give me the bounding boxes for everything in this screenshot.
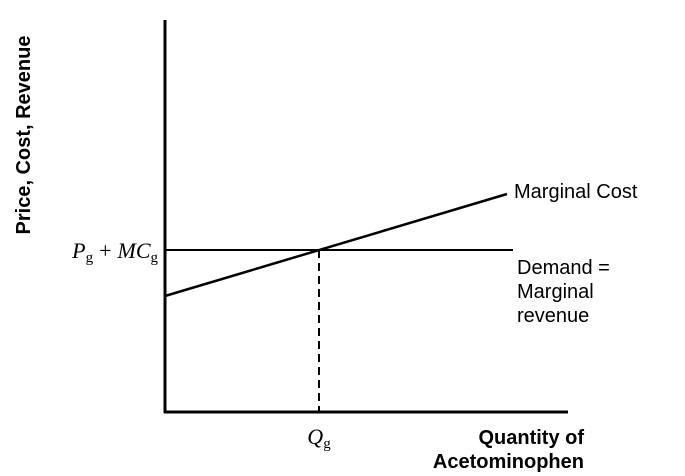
demand-label: Marginal [517, 281, 594, 303]
tick-part: g [323, 436, 331, 452]
marginal-cost-line [164, 192, 508, 298]
x-tick-label: Qg [307, 424, 331, 452]
marginal-cost-label: Marginal Cost [514, 181, 638, 203]
x-axis-label: Acetominophen [433, 451, 584, 473]
y-axis-label: Price, Cost, Revenue [13, 36, 35, 235]
tick-part: P [71, 238, 85, 263]
demand-label: revenue [517, 305, 589, 327]
tick-part: + [99, 238, 111, 263]
demand-label: Demand = [517, 257, 610, 279]
tick-part: g [86, 250, 94, 266]
y-tick-label: Pg + MCg [71, 238, 158, 266]
tick-part: MC [117, 238, 151, 263]
tick-part: g [151, 250, 159, 266]
x-axis-label: Quantity of [478, 427, 584, 449]
tick-part: Q [307, 424, 323, 449]
